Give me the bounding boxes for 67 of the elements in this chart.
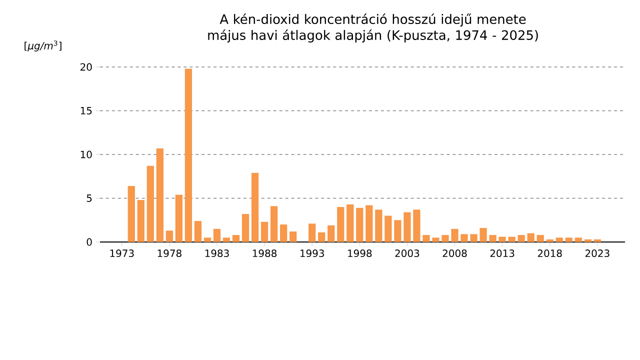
bar [556, 238, 563, 242]
bar [308, 224, 316, 242]
bar [442, 235, 449, 242]
bar [375, 210, 382, 242]
bar [260, 222, 268, 242]
bar [574, 238, 582, 242]
bar [489, 235, 496, 242]
bar [432, 238, 440, 242]
bar [128, 186, 135, 242]
bar [384, 216, 392, 242]
bar [328, 225, 335, 242]
bar [527, 233, 534, 242]
x-tick-label: 1998 [348, 250, 372, 258]
x-tick-label: 1973 [110, 250, 134, 258]
y-tick-label: 20 [80, 63, 92, 71]
bar [146, 166, 154, 242]
bar [346, 204, 354, 242]
bar [280, 224, 288, 242]
bar [213, 228, 221, 242]
bar [404, 212, 411, 242]
y-tick-label: 10 [80, 150, 92, 158]
x-tick-label: 2008 [442, 250, 467, 258]
bar [270, 206, 278, 242]
x-tick-label: 1993 [300, 250, 324, 258]
bar [175, 194, 183, 242]
bar [594, 239, 601, 242]
bar [451, 228, 458, 242]
bar [470, 234, 478, 242]
x-tick-label: 2018 [538, 250, 562, 258]
bar [242, 214, 250, 242]
x-tick-label: 1988 [252, 250, 277, 258]
bar [366, 205, 373, 242]
bar [166, 230, 173, 242]
bar [337, 207, 344, 242]
bar [498, 236, 506, 242]
bar [156, 148, 164, 242]
y-axis-title: [μg/m$^{3}$] [24, 40, 62, 52]
bar [232, 235, 240, 242]
bar [394, 220, 402, 242]
bar [536, 235, 544, 242]
bar [194, 221, 202, 242]
x-tick-label: 2013 [490, 250, 514, 258]
bar [460, 234, 468, 242]
bar [565, 238, 572, 242]
x-tick-label: 1978 [158, 250, 182, 258]
x-tick-label: 1983 [205, 250, 229, 258]
bar [290, 232, 297, 242]
x-tick-label: 2003 [395, 250, 420, 258]
x-tick-label: 2023 [585, 250, 610, 258]
bar [508, 236, 516, 242]
bar [356, 208, 364, 242]
bar [251, 172, 259, 242]
y-tick-label: 5 [86, 194, 92, 202]
chart-title: A kén-dioxid koncentráció hosszú idejű menete május havi átlagok alapján (K-puszta, 1974 - 2025) [208, 14, 538, 42]
bar [318, 232, 326, 242]
bar [222, 238, 230, 242]
y-tick-label: 15 [80, 107, 92, 114]
bar [184, 68, 192, 242]
bar [204, 238, 212, 242]
bar [584, 239, 592, 242]
bar [422, 235, 430, 242]
y-tick-label: 0 [86, 238, 92, 246]
bar [546, 239, 554, 242]
bar [480, 228, 487, 242]
bar [413, 210, 420, 242]
bar [137, 200, 144, 242]
bar [518, 235, 525, 242]
